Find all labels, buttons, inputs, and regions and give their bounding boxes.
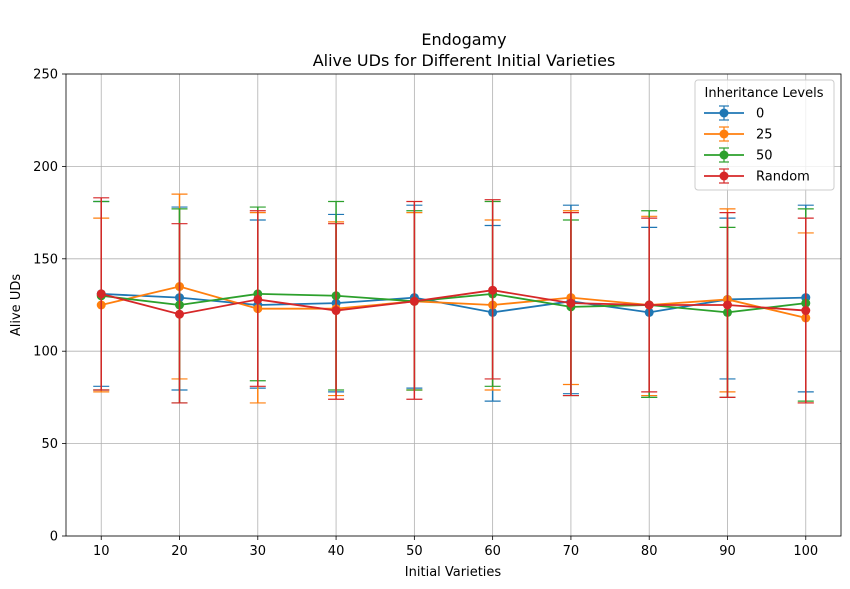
x-tick-label: 70 [563,544,580,559]
y-tick-label: 250 [33,68,58,83]
legend-item-0: 0 [704,105,764,122]
series-25 [93,193,814,404]
legend: Inheritance Levels 0 25 50 Random [694,79,835,191]
series-line [101,285,806,319]
x-tick-label: 100 [793,544,818,559]
chart-subtitle: Alive UDs for Different Initial Varietie… [313,51,616,70]
x-tick-label: 80 [641,544,658,559]
y-axis-label: Alive UDs [9,274,24,336]
legend-items: 0 25 50 Random [704,105,810,185]
chart-title: Endogamy [421,30,506,49]
plot-frame [65,73,842,537]
series-random [93,197,814,404]
x-tick-label: 20 [171,544,188,559]
y-tick-label: 200 [33,160,58,175]
x-tick-label: 90 [719,544,736,559]
data-point [331,306,341,316]
x-tick-label: 50 [406,544,423,559]
series-line [101,293,806,314]
series-layer [93,193,814,404]
y-tick-label: 0 [50,530,58,545]
legend-label: Random [756,170,810,185]
y-tick-label: 150 [33,252,58,267]
x-tick-label: 60 [484,544,501,559]
data-point [566,298,576,308]
axes [62,73,842,540]
legend-swatch-marker [719,108,729,118]
y-tick-label: 50 [41,437,58,452]
legend-label: 50 [756,149,773,164]
legend-item-50: 50 [704,147,773,164]
legend-title: Inheritance Levels [705,86,824,101]
data-point [488,285,498,295]
x-tick-label: 10 [93,544,110,559]
x-axis-label: Initial Varieties [405,565,502,580]
x-tick-label: 30 [250,544,267,559]
data-point [175,309,185,319]
data-point [801,306,811,316]
legend-item-random: Random [704,168,810,185]
legend-item-25: 25 [704,126,773,143]
legend-swatch-marker [719,150,729,160]
data-point [409,296,419,306]
legend-frame [694,79,835,191]
legend-swatch-marker [719,129,729,139]
data-point [644,300,654,310]
data-point [722,300,732,310]
y-tick-label: 100 [33,345,58,360]
series-line [101,293,806,314]
legend-label: 25 [756,128,773,143]
legend-label: 0 [756,107,764,122]
legend-swatch-marker [719,171,729,181]
x-tick-label: 40 [328,544,345,559]
data-point [253,294,263,304]
series-line [101,289,806,316]
data-point [96,289,106,299]
